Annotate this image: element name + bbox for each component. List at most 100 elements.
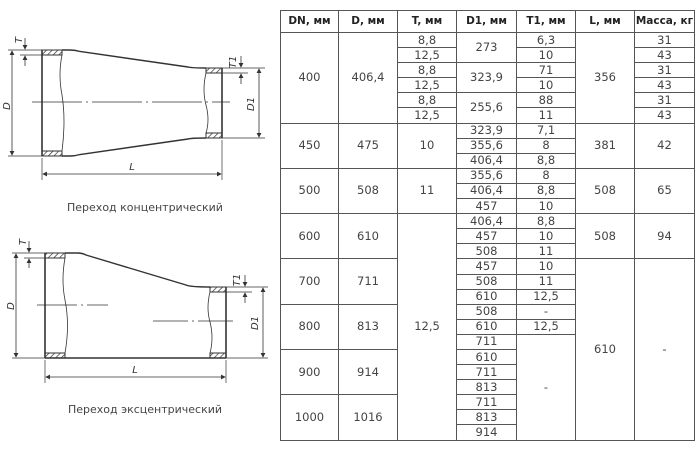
- header-dn: DN, мм: [280, 10, 339, 33]
- reducer-drawings: D T D1 T1 L D T D1: [2, 36, 268, 383]
- cell-t1: 8: [516, 167, 576, 184]
- cell-t1: 8,8: [516, 182, 576, 200]
- table-row: 508 11: [281, 243, 695, 260]
- concentric-caption: Переход концентрический: [67, 201, 223, 214]
- cell-d: 1016: [338, 394, 398, 441]
- cell-d1: 813: [456, 409, 517, 426]
- cell-d1: 711: [456, 333, 517, 350]
- table-row: 8,8 255,6 88 31: [281, 92, 695, 124]
- table-row: 355,6 8: [281, 137, 695, 154]
- cell-d1: 508: [456, 243, 517, 260]
- cell-mass: 42: [634, 122, 695, 169]
- cell-d: 475: [338, 122, 398, 169]
- cell-t1: 10: [516, 198, 576, 215]
- dim-d1-label: D1: [246, 97, 257, 111]
- table-row: 700 711 457 10 610 -: [280, 258, 695, 441]
- cell-t: 12,5: [397, 107, 457, 124]
- dim-t1-label: T1: [232, 274, 243, 286]
- cell-t1: 6,3: [516, 31, 576, 49]
- cell-mass: -: [634, 258, 695, 441]
- dim-l-label: L: [129, 162, 135, 173]
- table-row: 1000 1016 711: [280, 394, 695, 441]
- cell-t1: -: [516, 303, 576, 320]
- eccentric-dimension-labels: D T D1 T1 L: [6, 238, 261, 376]
- cell-d1: 457: [456, 258, 517, 275]
- table-row: 500 508 11 355,6 8 508 65: [280, 167, 695, 215]
- cell-t1: 11: [516, 243, 576, 260]
- cell-t1: 8: [516, 137, 576, 154]
- cell-d: 914: [338, 348, 398, 396]
- cell-d1: 914: [456, 424, 517, 441]
- table-row: 12,5 11 43: [281, 107, 695, 124]
- cell-mass: 43: [634, 47, 695, 64]
- cell-d: 610: [338, 213, 398, 260]
- cell-l: 508: [575, 167, 635, 215]
- cell-dn: 700: [280, 258, 339, 305]
- cell-l: 381: [575, 122, 635, 169]
- header-l: L, мм: [575, 10, 635, 33]
- table-row: 450 475 10 323,9 7,1 381 42: [280, 122, 695, 169]
- table-row: 8,8 323,9 71 31: [281, 62, 695, 94]
- table-row: 457 10: [281, 228, 695, 245]
- cell-t: 8,8: [397, 62, 457, 79]
- cell-d1: 610: [456, 288, 517, 305]
- cell-t1: 12,5: [516, 288, 576, 305]
- cell-t1: 7,1: [516, 122, 576, 139]
- dim-t-label: T: [14, 36, 25, 43]
- cell-mass: 31: [634, 62, 695, 79]
- table-row: 711 -: [281, 333, 695, 441]
- cell-d1: 457: [456, 198, 517, 215]
- header-d: D, мм: [338, 10, 398, 33]
- dim-l-label: L: [132, 365, 138, 376]
- cell-t: 11: [397, 167, 457, 215]
- cell-d1: 355,6: [456, 167, 517, 184]
- cell-d1: 255,6: [456, 92, 517, 124]
- cell-d1: 610: [456, 318, 517, 335]
- cell-d: 813: [338, 303, 398, 350]
- cell-t1: 11: [516, 107, 576, 124]
- cell-dn: 600: [280, 213, 339, 260]
- table-row: 800 813 508 -: [280, 303, 695, 350]
- cell-d1: 355,6: [456, 137, 517, 154]
- table-row: 900 914 610: [280, 348, 695, 396]
- cell-t1: 11: [516, 273, 576, 290]
- cell-mass: 43: [634, 107, 695, 124]
- cell-d1: 406,4: [456, 213, 517, 230]
- cell-t: 10: [397, 122, 457, 169]
- table-row: 400 406,4 8,8 273 6,3 356 31: [280, 31, 695, 124]
- dimensions-table: DN, мм D, мм T, мм D1, мм T1, мм L, мм М…: [280, 10, 695, 441]
- cell-dn: 900: [280, 348, 339, 396]
- table-row: 610 12,5: [281, 318, 695, 335]
- cell-t1: 71: [516, 62, 576, 79]
- cell-l: 356: [575, 32, 635, 124]
- dim-d1-label: D1: [250, 316, 261, 330]
- header-t1: T1, мм: [516, 10, 576, 33]
- cell-d1: 457: [456, 228, 517, 245]
- cell-t: 8,8: [397, 31, 457, 49]
- table-row: 12,5 10 43: [281, 47, 695, 64]
- cell-t: 8,8: [397, 92, 457, 109]
- cell-d: 508: [338, 167, 398, 215]
- cell-t1: 10: [516, 47, 576, 64]
- cell-d1: 406,4: [456, 152, 517, 169]
- cell-dn: 400: [280, 32, 339, 124]
- cell-dn: 1000: [280, 394, 339, 441]
- cell-mass: 94: [634, 213, 695, 260]
- cell-t1: 8,8: [516, 213, 576, 230]
- cell-d1: 508: [456, 273, 517, 290]
- cell-d: 406,4: [338, 32, 398, 124]
- cell-d1: 813: [456, 379, 517, 396]
- cell-d1: 323,9: [456, 62, 517, 94]
- cell-d1: 610: [456, 348, 517, 366]
- cell-d: 711: [338, 258, 398, 305]
- cell-d1: 711: [456, 364, 517, 381]
- cell-t1: 10: [516, 77, 576, 94]
- cell-mass: 43: [634, 77, 695, 94]
- table-row: 914: [281, 424, 695, 441]
- cell-d1: 273: [456, 31, 517, 64]
- cell-t: 12,5: [397, 77, 457, 94]
- table-row: 12,5 10 43: [281, 77, 695, 94]
- cell-t1: -: [516, 333, 576, 441]
- cell-t1: 10: [516, 228, 576, 245]
- cell-mass: 65: [634, 167, 695, 215]
